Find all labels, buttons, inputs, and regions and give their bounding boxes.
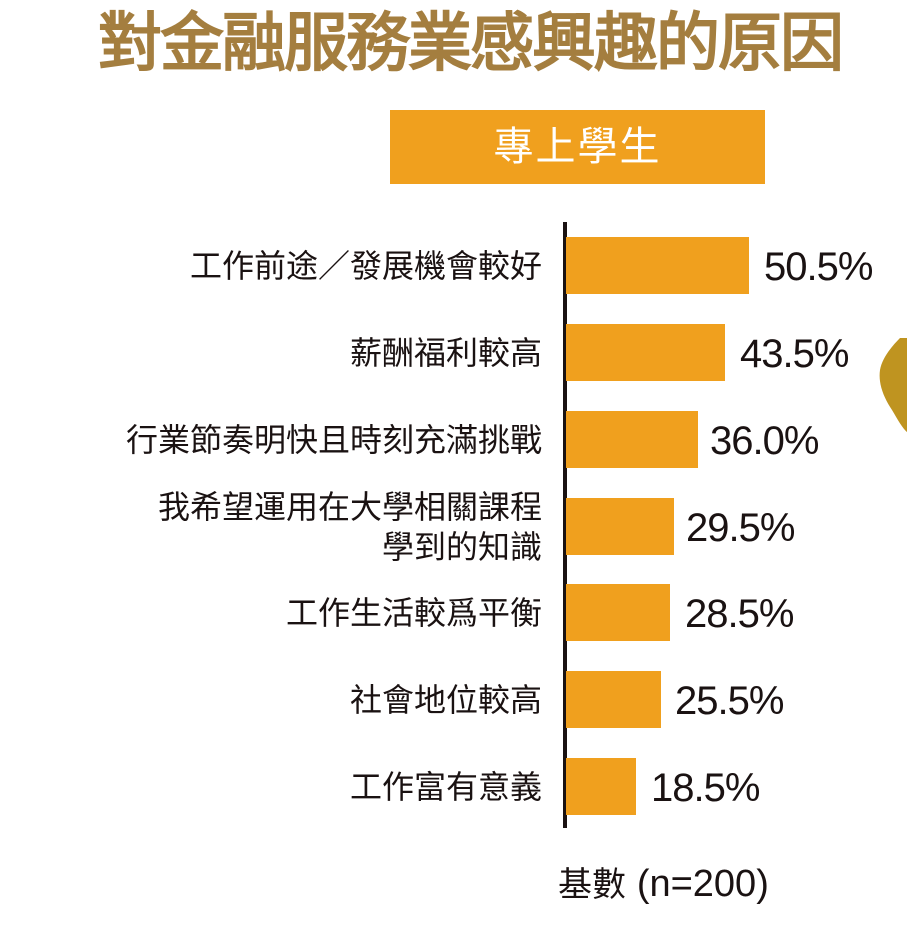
bar — [566, 324, 725, 381]
bar-value: 18.5% — [651, 766, 760, 810]
chart-title: 對金融服務業感興趣的原因 — [98, 7, 844, 81]
bar — [566, 237, 749, 294]
bar-label: 工作富有意義 — [350, 758, 542, 815]
bar-label: 我希望運用在大學相關課程 學到的知識 — [158, 478, 542, 575]
bar-label-text: 工作前途／發展機會較好 — [189, 246, 542, 285]
decorative-blob-icon — [879, 338, 907, 433]
bar-row: 社會地位較高 25.5% — [0, 671, 907, 728]
bar — [566, 411, 698, 468]
bar-value: 43.5% — [740, 332, 849, 376]
bar-label: 行業節奏明快且時刻充滿挑戰 — [126, 411, 542, 468]
bar — [566, 498, 674, 555]
base-n-value: (n=200) — [636, 863, 769, 905]
bar-row: 行業節奏明快且時刻充滿挑戰 36.0% — [0, 411, 907, 468]
bar-label-text: 行業節奏明快且時刻充滿挑戰 — [125, 420, 542, 459]
bar-value: 50.5% — [764, 245, 873, 289]
bar-row: 工作前途／發展機會較好 50.5% — [0, 237, 907, 294]
bar — [566, 758, 636, 815]
bar-row: 工作生活較爲平衡 28.5% — [0, 584, 907, 641]
sample-size-note: 基數 (n=200) — [558, 862, 769, 907]
y-axis-line — [563, 222, 567, 828]
bar-label: 社會地位較高 — [350, 671, 542, 728]
bar — [566, 584, 670, 641]
bar-label-text: 社會地位較高 — [349, 680, 542, 719]
bar-row: 工作富有意義 18.5% — [0, 758, 907, 815]
bar-value: 36.0% — [710, 419, 819, 463]
bar-label-text: 薪酬福利較高 — [349, 333, 542, 372]
bar-label-text-line2: 學到的知識 — [381, 527, 542, 566]
subtitle-banner: 專上學生 — [390, 110, 765, 184]
bar-value: 28.5% — [685, 592, 794, 636]
bar-value: 29.5% — [686, 506, 795, 550]
bar-label: 薪酬福利較高 — [350, 324, 542, 381]
base-label: 基數 — [558, 865, 626, 905]
bar-label: 工作前途／發展機會較好 — [190, 237, 542, 294]
bar-row: 我希望運用在大學相關課程 學到的知識 29.5% — [0, 488, 907, 566]
subtitle-text: 專上學生 — [493, 124, 662, 170]
bar — [566, 671, 661, 728]
bar-label-text: 工作生活較爲平衡 — [285, 593, 542, 632]
bar-label-text: 我希望運用在大學相關課程 — [157, 487, 542, 526]
bar-label-text: 工作富有意義 — [349, 767, 542, 806]
bar-row: 薪酬福利較高 43.5% — [0, 324, 907, 381]
bar-label: 工作生活較爲平衡 — [286, 584, 542, 641]
bar-value: 25.5% — [675, 679, 784, 723]
